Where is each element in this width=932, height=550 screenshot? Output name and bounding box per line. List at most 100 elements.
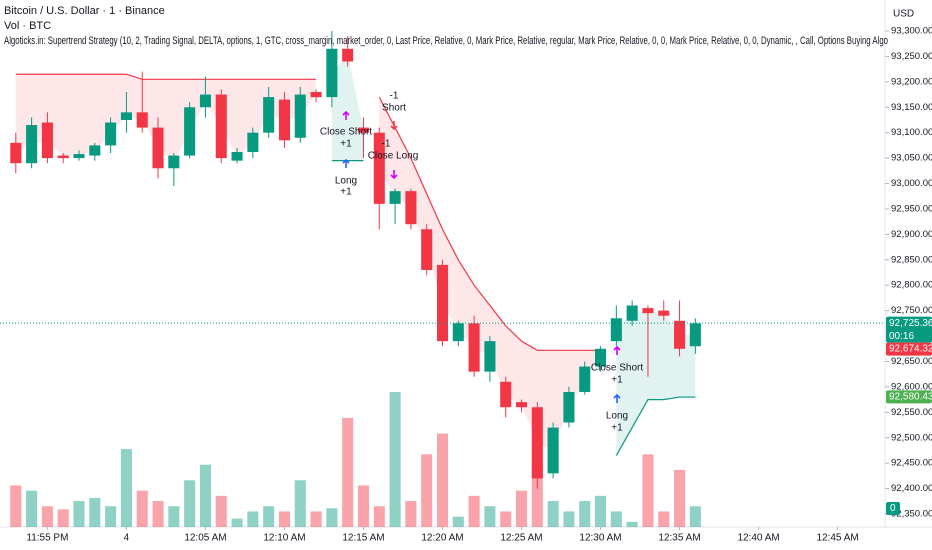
signal-label: Close Long bbox=[368, 151, 419, 162]
volume-bar bbox=[310, 511, 322, 527]
volume-bar bbox=[373, 506, 385, 527]
candle-body bbox=[436, 264, 449, 342]
signal-label: +1 bbox=[340, 139, 352, 150]
y-tick-label: 93,150.00 bbox=[891, 102, 932, 113]
candle-body bbox=[610, 318, 622, 342]
volume-bar bbox=[184, 480, 196, 527]
candle-body bbox=[310, 92, 322, 98]
candle-body bbox=[547, 427, 559, 474]
x-tick-label: 12:30 AM bbox=[579, 533, 621, 544]
y-tick-label: 92,900.00 bbox=[891, 229, 932, 240]
supertrend-line bbox=[15, 73, 317, 80]
x-tick-label: 12:15 AM bbox=[342, 533, 384, 544]
volume-bar bbox=[247, 511, 259, 527]
volume-bar bbox=[421, 454, 433, 527]
candle-body bbox=[184, 107, 196, 156]
candle-body bbox=[421, 229, 433, 270]
volume-bar bbox=[215, 495, 227, 527]
candle-body bbox=[263, 97, 275, 133]
signal-label: Long bbox=[606, 411, 628, 422]
candle-body bbox=[500, 381, 512, 408]
candle-body bbox=[689, 323, 701, 347]
indicator-legend: Algoticks.in: Supertrend Strategy (10, 2… bbox=[4, 35, 888, 47]
signal-label: +1 bbox=[340, 187, 352, 198]
volume-bar bbox=[73, 501, 85, 527]
signal-label: Close Short bbox=[320, 127, 372, 138]
volume-bar bbox=[168, 506, 180, 527]
volume-bar bbox=[26, 490, 38, 527]
volume-bar bbox=[342, 417, 354, 527]
y-tick-label: 92,850.00 bbox=[891, 254, 932, 265]
volume-bar bbox=[41, 506, 53, 527]
y-tick-label: 92,650.00 bbox=[891, 356, 932, 367]
signal-label: Close Short bbox=[591, 363, 643, 374]
volume-bar bbox=[294, 480, 306, 527]
x-tick-label: 12:20 AM bbox=[421, 533, 463, 544]
volume-bar bbox=[658, 511, 670, 527]
volume-bar bbox=[57, 509, 69, 527]
y-tick-label: 93,000.00 bbox=[891, 178, 932, 189]
volume-bar bbox=[326, 508, 338, 527]
candle-body bbox=[105, 122, 117, 146]
candle-body bbox=[563, 391, 575, 423]
volume-bar bbox=[626, 521, 638, 527]
candle-body bbox=[452, 323, 464, 342]
candle-body bbox=[595, 348, 607, 367]
candle-body bbox=[136, 112, 148, 128]
candle-body bbox=[579, 366, 591, 392]
candle-body bbox=[515, 402, 528, 408]
x-tick-label: 12:25 AM bbox=[500, 533, 542, 544]
candle-body bbox=[10, 142, 22, 164]
signal-label: Short bbox=[382, 103, 406, 114]
volume-bar bbox=[89, 497, 101, 527]
candle-body bbox=[658, 310, 670, 316]
volume-bar bbox=[357, 485, 370, 527]
volume-bar bbox=[484, 506, 496, 527]
supertrend-line bbox=[615, 396, 696, 456]
y-tick-label: 93,050.00 bbox=[891, 153, 932, 164]
candle-body bbox=[41, 122, 53, 159]
signal-label: -1 bbox=[390, 91, 399, 102]
price-badge bbox=[886, 316, 932, 343]
x-tick-label: 12:40 AM bbox=[737, 533, 779, 544]
candle-body bbox=[278, 99, 290, 141]
volume-bar bbox=[405, 501, 417, 527]
volume-bar bbox=[452, 516, 464, 527]
trend-fill bbox=[379, 97, 601, 451]
candle-body bbox=[294, 94, 306, 138]
chart-subtitle: Vol · BTC bbox=[4, 20, 51, 32]
candle-body bbox=[152, 127, 164, 169]
candle-body bbox=[231, 152, 243, 161]
x-tick-label: 12:05 AM bbox=[184, 533, 226, 544]
volume-bar bbox=[231, 518, 243, 527]
y-tick-label: 92,800.00 bbox=[891, 280, 932, 291]
candle-body bbox=[531, 407, 543, 479]
close-long-arrow bbox=[390, 170, 398, 180]
trend-fill bbox=[15, 74, 317, 162]
y-tick-label: 92,400.00 bbox=[891, 483, 932, 494]
long-arrow bbox=[613, 393, 621, 403]
long-arrow bbox=[342, 158, 350, 168]
volume-bar bbox=[579, 501, 591, 527]
candle-body bbox=[484, 341, 496, 372]
candle-body bbox=[120, 112, 132, 120]
candle-body bbox=[626, 305, 638, 321]
candle-body bbox=[73, 154, 85, 159]
candle-body bbox=[199, 94, 211, 108]
signal-label: Long bbox=[335, 176, 357, 187]
volume-bar bbox=[642, 454, 654, 527]
price-badge bbox=[886, 342, 932, 356]
x-tick-label: 11:55 PM bbox=[26, 533, 68, 544]
candle-body bbox=[373, 132, 385, 204]
volume-badge bbox=[886, 502, 900, 515]
y-tick-label: 92,500.00 bbox=[891, 432, 932, 443]
candle-body bbox=[57, 155, 69, 159]
candle-body bbox=[342, 48, 354, 62]
volume-bar bbox=[136, 490, 148, 527]
candle-body bbox=[26, 125, 38, 164]
candle-body bbox=[168, 155, 180, 169]
volume-bar bbox=[500, 511, 512, 527]
close-short-arrow bbox=[613, 345, 621, 355]
price-badge-label: 92,580.43 bbox=[889, 391, 932, 402]
